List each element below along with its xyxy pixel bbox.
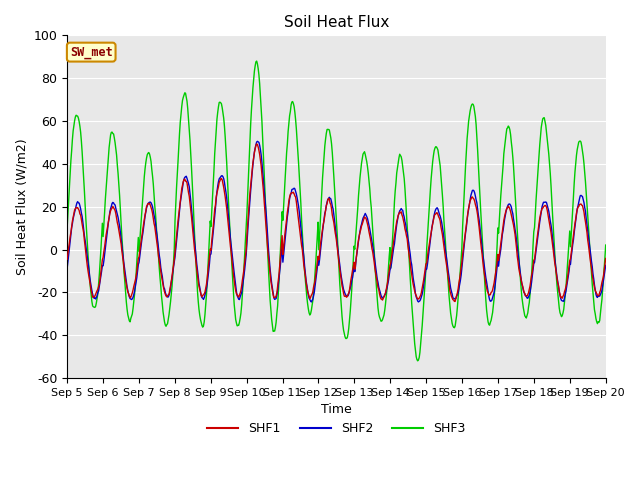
SHF1: [451, 299, 459, 304]
SHF2: [253, 138, 261, 144]
SHF3: [253, 58, 260, 64]
SHF2: [183, 176, 191, 181]
SHF2: [419, 287, 427, 293]
SHF2: [212, 205, 220, 211]
SHF2: [307, 299, 315, 305]
Title: Soil Heat Flux: Soil Heat Flux: [284, 15, 389, 30]
SHF2: [602, 263, 609, 268]
Line: SHF2: SHF2: [67, 141, 605, 302]
SHF3: [73, 113, 81, 119]
Y-axis label: Soil Heat Flux (W/m2): Soil Heat Flux (W/m2): [15, 138, 28, 275]
X-axis label: Time: Time: [321, 403, 352, 417]
SHF1: [602, 255, 609, 261]
SHF3: [419, 312, 427, 318]
SHF1: [73, 205, 81, 211]
SHF2: [403, 230, 411, 236]
SHF3: [403, 209, 410, 215]
SHF3: [183, 98, 191, 104]
SHF2: [129, 296, 136, 301]
SHF1: [403, 233, 410, 239]
SHF3: [212, 140, 220, 145]
SHF2: [63, 265, 71, 271]
SHF1: [419, 285, 426, 291]
SHF1: [129, 290, 136, 296]
SHF1: [63, 256, 71, 262]
SHF3: [414, 358, 422, 364]
Line: SHF3: SHF3: [67, 61, 605, 361]
SHF3: [129, 311, 136, 317]
SHF1: [253, 141, 260, 147]
SHF2: [73, 200, 81, 206]
Legend: SHF1, SHF2, SHF3: SHF1, SHF2, SHF3: [202, 418, 470, 441]
SHF3: [602, 242, 609, 248]
Line: SHF1: SHF1: [67, 144, 605, 301]
SHF1: [212, 202, 220, 208]
SHF3: [63, 225, 71, 230]
SHF1: [183, 180, 191, 186]
Text: SW_met: SW_met: [70, 46, 113, 59]
